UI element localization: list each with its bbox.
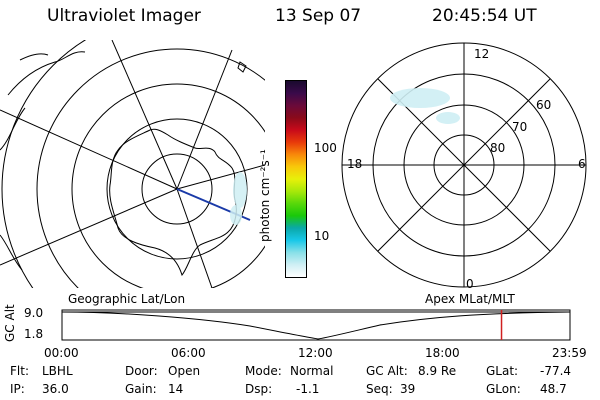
geo-meridian	[176, 188, 213, 288]
continent-coastline	[0, 51, 86, 271]
island-coastline	[237, 61, 247, 73]
geo-lat-circle	[36, 48, 265, 288]
antarctica-coastline	[109, 128, 237, 277]
gcalt-label: GC Alt:	[366, 364, 408, 378]
date-display: 13 Sep 07	[275, 6, 362, 26]
seq-value: 39	[400, 382, 416, 396]
mode-value: Normal	[290, 364, 334, 378]
door-value: Open	[168, 364, 201, 378]
glon-value: 48.7	[540, 382, 567, 396]
geo-lat-circle	[71, 83, 265, 288]
seq-label: Seq:	[366, 382, 393, 396]
geo-meridian	[176, 49, 233, 190]
mlt-label-12: 12	[474, 47, 490, 61]
mlt-label-6: 6	[578, 157, 586, 171]
colorbar-tick-100: 100	[314, 141, 337, 155]
geo-meridian	[0, 109, 178, 190]
door-label: Door:	[125, 364, 158, 378]
timeline-x-tick-3: 18:00	[425, 346, 460, 360]
apex-mlt-line	[377, 78, 551, 252]
timeline-x-tick-4: 23:59	[552, 346, 587, 360]
gain-label: Gain:	[125, 382, 157, 396]
geo-map-label: Geographic Lat/Lon	[68, 292, 186, 306]
gain-value: 14	[168, 382, 184, 396]
colorbar-tick-10: 10	[314, 229, 330, 243]
colorbar	[285, 80, 307, 278]
geo-lat-circle	[106, 118, 248, 260]
apex-aurora-patch	[390, 88, 460, 124]
timeline-x-tick-1: 06:00	[171, 346, 206, 360]
lat-label-70: 70	[512, 120, 528, 134]
geo-aurora-patch	[230, 172, 247, 225]
geo-lat-circle	[1, 40, 87, 288]
ip-label: IP:	[10, 382, 25, 396]
glon-label: GLon:	[486, 382, 521, 396]
app-title: Ultraviolet Imager	[47, 6, 201, 26]
mlt-label-0: 0	[466, 277, 474, 291]
timeline-x-tick-0: 00:00	[44, 346, 79, 360]
lat-label-60: 60	[536, 98, 552, 112]
glat-value: -77.4	[540, 364, 572, 378]
dsp-value: -1.1	[296, 382, 320, 396]
timeline-frame	[61, 309, 571, 341]
geo-lat-circle	[141, 153, 213, 225]
altitude-curve	[61, 311, 571, 340]
geo-meridian	[0, 188, 178, 266]
glat-label: GLat:	[486, 364, 519, 378]
mode-label: Mode:	[245, 364, 282, 378]
geo-meridian	[111, 40, 178, 190]
dsp-label: Dsp:	[245, 382, 273, 396]
timeline-y-tick-max: 9.0	[24, 306, 44, 320]
timeline-x-tick-2: 12:00	[298, 346, 333, 360]
filter-label: Flt:	[10, 364, 29, 378]
apex-map-label: Apex MLat/MLT	[425, 292, 515, 306]
timeline-y-tick-min: 1.8	[24, 327, 44, 341]
mlt-label-18: 18	[347, 157, 363, 171]
filter-value: LBHL	[42, 364, 73, 378]
gcalt-value: 8.9 Re	[418, 364, 457, 378]
lat-label-80: 80	[490, 141, 506, 155]
ip-value: 36.0	[42, 382, 69, 396]
geo-meridian	[176, 164, 265, 190]
time-display: 20:45:54 UT	[432, 6, 537, 26]
